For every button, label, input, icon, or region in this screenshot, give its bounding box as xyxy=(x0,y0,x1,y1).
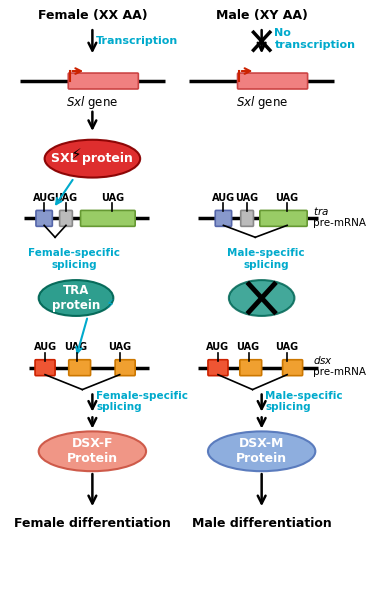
Text: Male differentiation: Male differentiation xyxy=(192,517,331,530)
FancyBboxPatch shape xyxy=(81,211,135,226)
Text: DSX-F
Protein: DSX-F Protein xyxy=(67,437,118,465)
FancyBboxPatch shape xyxy=(240,360,262,376)
Text: $\it{tra}$
pre-mRNA: $\it{tra}$ pre-mRNA xyxy=(312,205,366,228)
Text: UAG: UAG xyxy=(64,342,87,352)
Text: Female (XX AA): Female (XX AA) xyxy=(38,9,147,22)
FancyBboxPatch shape xyxy=(69,360,90,376)
Text: $\it{Sxl}$ gene: $\it{Sxl}$ gene xyxy=(235,94,288,111)
Text: Female-specific
splicing: Female-specific splicing xyxy=(96,391,188,412)
Text: ⚡: ⚡ xyxy=(106,298,115,311)
Text: UAG: UAG xyxy=(101,193,124,203)
Ellipse shape xyxy=(208,431,315,471)
Text: TRA
protein: TRA protein xyxy=(52,284,100,312)
Text: AUG: AUG xyxy=(206,342,230,352)
Text: Female-specific
splicing: Female-specific splicing xyxy=(28,248,120,270)
Text: UAG: UAG xyxy=(235,193,259,203)
Text: Female differentiation: Female differentiation xyxy=(14,517,171,530)
Ellipse shape xyxy=(45,140,140,178)
Text: Male-specific
splicing: Male-specific splicing xyxy=(227,248,305,270)
Text: $\it{dsx}$
pre-mRNA: $\it{dsx}$ pre-mRNA xyxy=(312,354,366,377)
Text: Transcription: Transcription xyxy=(96,36,178,46)
Text: DSX-M
Protein: DSX-M Protein xyxy=(236,437,287,465)
Text: No
transcription: No transcription xyxy=(275,28,355,50)
Text: AUG: AUG xyxy=(33,193,56,203)
FancyBboxPatch shape xyxy=(60,211,73,226)
Ellipse shape xyxy=(39,431,146,471)
FancyBboxPatch shape xyxy=(260,211,307,226)
FancyBboxPatch shape xyxy=(215,211,232,226)
Text: AUG: AUG xyxy=(33,342,57,352)
Text: ⚡: ⚡ xyxy=(71,147,81,162)
Text: UAG: UAG xyxy=(108,342,131,352)
FancyBboxPatch shape xyxy=(283,360,302,376)
Text: SXL protein: SXL protein xyxy=(51,152,133,165)
FancyBboxPatch shape xyxy=(115,360,135,376)
Ellipse shape xyxy=(229,280,294,316)
Text: $\it{Sxl}$ gene: $\it{Sxl}$ gene xyxy=(66,94,118,111)
Text: AUG: AUG xyxy=(212,193,235,203)
FancyBboxPatch shape xyxy=(68,73,138,89)
FancyBboxPatch shape xyxy=(35,360,55,376)
Ellipse shape xyxy=(39,280,113,316)
Text: Male (XY AA): Male (XY AA) xyxy=(216,9,308,22)
Text: Male-specific
splicing: Male-specific splicing xyxy=(265,391,343,412)
FancyBboxPatch shape xyxy=(208,360,228,376)
Text: UAG: UAG xyxy=(276,342,299,352)
FancyBboxPatch shape xyxy=(241,211,253,226)
FancyBboxPatch shape xyxy=(36,211,52,226)
Text: UAG: UAG xyxy=(276,193,299,203)
FancyBboxPatch shape xyxy=(238,73,308,89)
Text: UAG: UAG xyxy=(54,193,77,203)
Text: UAG: UAG xyxy=(237,342,260,352)
